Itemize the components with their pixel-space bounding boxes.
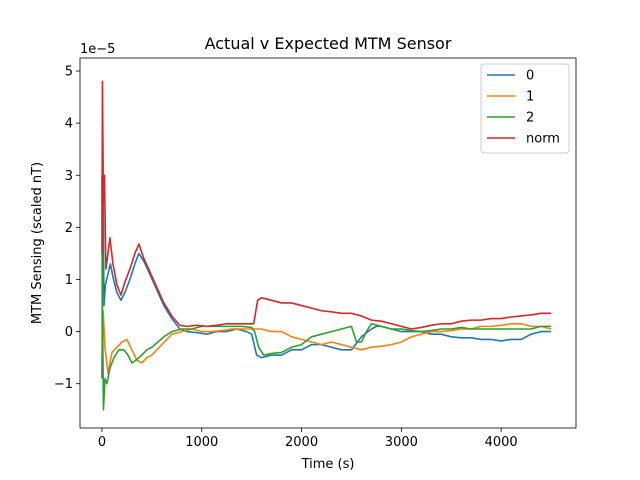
series-line-norm [101,80,552,330]
plot-area [79,57,577,429]
x-tick-label: 4000 [485,435,518,450]
series-line-2 [101,175,552,411]
legend-label: 1 [526,90,534,105]
y-tick-label: 4 [65,117,73,132]
y-tick-label: 5 [65,65,73,80]
legend-label: norm [526,132,560,147]
legend-label: 2 [526,111,534,126]
x-tick-label: 0 [98,435,106,450]
x-tick-label: 2000 [285,435,318,450]
y-tick-label: 2 [65,221,73,236]
chart-title: Actual v Expected MTM Sensor [205,34,452,53]
y-tick-label: 3 [65,169,73,184]
series-line-0 [101,122,552,379]
y-tick-label: 1 [65,273,73,288]
x-tick-label: 3000 [385,435,418,450]
series-line-1 [101,253,552,375]
x-tick-label: 1000 [185,435,218,450]
legend: 0 1 2 norm [480,63,570,154]
x-axis-label: Time (s) [301,457,355,472]
x-axis: 0 1000 2000 3000 4000 [98,428,518,450]
plot-frame [79,57,577,429]
legend-label: 0 [526,69,534,84]
y-offset-label: 1e−5 [80,42,115,57]
y-tick-label: 0 [65,325,73,340]
legend-box [480,63,570,154]
series-layer [101,80,552,411]
y-axis: −1 0 1 2 3 4 5 [54,65,80,392]
y-axis-label: MTM Sensing (scaled nT) [30,162,45,324]
y-tick-label: −1 [54,377,73,392]
